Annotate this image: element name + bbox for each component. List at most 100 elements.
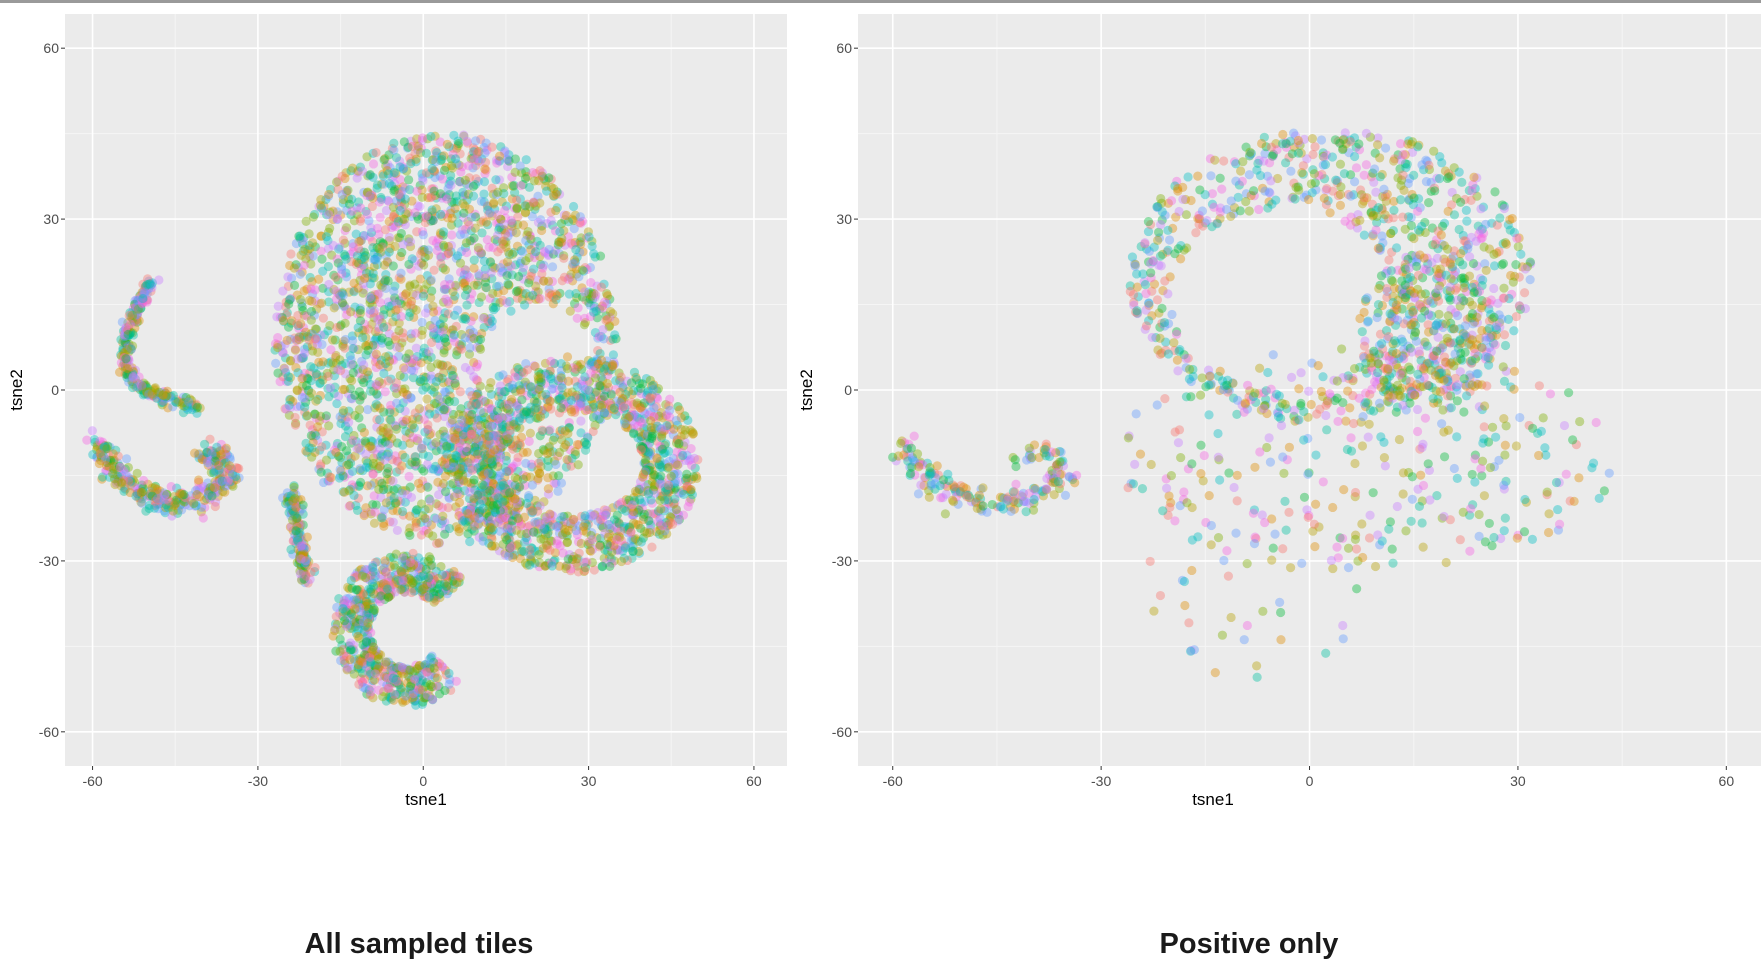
scatter-point bbox=[338, 235, 348, 245]
scatter-point bbox=[543, 276, 554, 286]
scatter-point bbox=[460, 362, 471, 373]
scatter-point bbox=[533, 475, 543, 485]
scatter-point bbox=[374, 685, 384, 695]
scatter-point bbox=[451, 253, 461, 263]
scatter-point bbox=[429, 330, 439, 340]
scatter-point bbox=[414, 284, 424, 294]
scatter-point bbox=[328, 240, 338, 251]
scatter-point bbox=[535, 431, 545, 441]
scatter-point bbox=[306, 259, 316, 269]
scatter-point bbox=[362, 481, 373, 491]
scatter-point bbox=[616, 556, 627, 567]
scatter-point bbox=[465, 325, 475, 335]
scatter-point bbox=[304, 332, 315, 342]
scatter-point bbox=[339, 384, 350, 395]
scatter-point bbox=[426, 362, 436, 372]
scatter-point bbox=[605, 321, 615, 331]
scatter-point bbox=[278, 286, 288, 296]
scatter-point bbox=[405, 153, 415, 163]
scatter-point bbox=[404, 349, 414, 359]
scatter-point bbox=[562, 364, 572, 374]
scatter-point bbox=[429, 663, 439, 673]
scatter-point bbox=[426, 385, 437, 395]
scatter-point bbox=[426, 131, 436, 142]
scatter-point bbox=[411, 700, 421, 710]
scatter-point bbox=[407, 420, 418, 430]
scatter-point bbox=[337, 413, 347, 424]
scatter-point bbox=[578, 247, 588, 257]
scatter-point bbox=[609, 357, 619, 367]
scatter-point bbox=[207, 491, 217, 501]
scatter-point bbox=[369, 518, 380, 528]
scatter-point bbox=[533, 458, 544, 468]
scatter-point bbox=[581, 233, 592, 243]
scatter-point bbox=[603, 365, 613, 375]
scatter-point bbox=[402, 394, 412, 404]
scatter-point bbox=[339, 595, 349, 606]
scatter-point bbox=[391, 383, 401, 393]
scatter-point bbox=[389, 286, 399, 296]
scatter-point bbox=[388, 261, 398, 271]
scatter-point bbox=[571, 364, 581, 374]
scatter-point bbox=[454, 419, 464, 430]
scatter-point bbox=[497, 515, 507, 525]
scatter-point bbox=[398, 162, 408, 172]
scatter-point bbox=[648, 381, 658, 391]
scatter-point bbox=[370, 289, 380, 300]
scatter-point bbox=[432, 514, 442, 524]
scatter-point bbox=[367, 300, 377, 310]
scatter-point bbox=[544, 426, 554, 436]
scatter-point bbox=[512, 286, 523, 296]
scatter-point bbox=[426, 337, 437, 348]
scatter-point bbox=[384, 329, 394, 339]
scatter-point bbox=[490, 235, 500, 245]
scatter-point bbox=[377, 513, 387, 523]
scatter-point bbox=[492, 236, 502, 246]
scatter-point bbox=[421, 481, 431, 491]
scatter-point bbox=[368, 159, 379, 169]
scatter-point bbox=[306, 388, 317, 398]
scatter-point bbox=[408, 433, 418, 443]
scatter-point bbox=[319, 201, 329, 211]
scatter-point bbox=[498, 295, 508, 306]
scatter-point bbox=[469, 447, 479, 457]
scatter-point bbox=[398, 328, 408, 338]
scatter-point bbox=[572, 554, 582, 564]
scatter-point bbox=[406, 492, 417, 503]
scatter-point bbox=[154, 275, 164, 285]
scatter-point bbox=[364, 370, 374, 380]
scatter-point bbox=[407, 254, 417, 264]
scatter-point bbox=[294, 323, 304, 334]
scatter-point bbox=[460, 281, 470, 292]
scatter-point bbox=[383, 376, 393, 386]
scatter-point bbox=[347, 394, 357, 404]
scatter-point bbox=[367, 437, 378, 447]
scatter-point bbox=[396, 197, 407, 207]
scatter-point bbox=[527, 268, 537, 278]
scatter-point bbox=[304, 295, 314, 306]
scatter-point bbox=[385, 243, 395, 254]
scatter-point bbox=[292, 385, 302, 396]
scatter-point bbox=[469, 475, 479, 485]
scatter-point bbox=[411, 328, 421, 338]
scatter-point bbox=[292, 335, 302, 345]
scatter-point bbox=[453, 141, 463, 151]
scatter-point bbox=[450, 378, 460, 388]
scatter-point bbox=[392, 398, 402, 408]
scatter-point bbox=[397, 450, 408, 460]
scatter-point bbox=[399, 137, 409, 147]
scatter-point bbox=[383, 276, 393, 286]
scatter-point bbox=[454, 524, 464, 534]
scatter-point bbox=[573, 460, 583, 470]
scatter-point bbox=[541, 175, 551, 186]
scatter-point bbox=[397, 247, 407, 258]
scatter-point bbox=[460, 311, 470, 322]
scatter-point bbox=[376, 426, 386, 436]
scatter-point bbox=[416, 374, 426, 384]
scatter-point bbox=[507, 181, 517, 191]
scatter-point bbox=[314, 202, 324, 212]
scatter-point bbox=[369, 336, 379, 346]
scatter-point bbox=[475, 499, 485, 509]
scatter-point bbox=[406, 575, 416, 585]
scatter-point bbox=[282, 308, 292, 318]
